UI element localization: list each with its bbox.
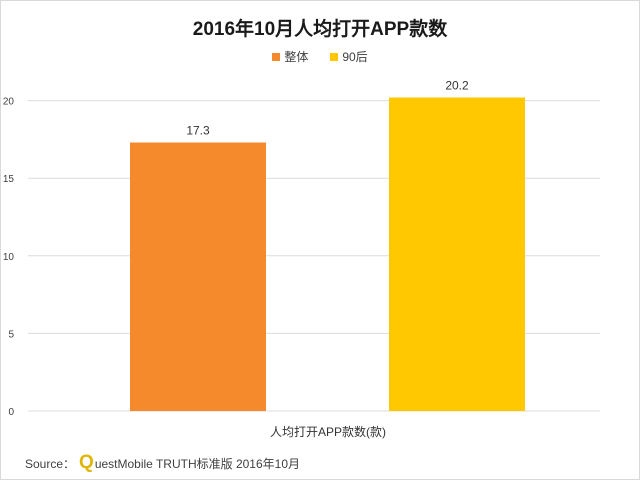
y-tick-label-5: 5 [8,329,14,340]
y-tick-label-15: 15 [3,174,15,185]
bar-overall [130,142,266,411]
legend-label-overall: 整体 [284,50,309,64]
data-label-post90s: 20.2 [445,78,469,92]
y-tick-label-0: 0 [8,407,14,418]
chart-title: 2016年10月人均打开APP款数 [192,19,448,40]
legend: 整体 90后 [0,48,640,65]
source-note: Source： Q uestMobile TRUTH标准版 2016年10月 [25,452,300,473]
y-tick-label-20: 20 [3,97,15,108]
questmobile-logo-q: Q [79,452,94,473]
legend-swatch-overall [272,52,281,61]
bar-post90s [389,97,525,411]
legend-swatch-post90s [330,52,339,61]
y-tick-label-10: 10 [3,252,15,263]
legend-item-post90s: 90后 [330,48,368,65]
x-category-label: 人均打开APP款数(款) [270,424,386,439]
legend-item-overall: 整体 [272,48,308,65]
source-prefix: Source： [25,457,76,471]
source-text: uestMobile TRUTH标准版 2016年10月 [94,457,300,471]
data-label-overall: 17.3 [186,124,210,138]
legend-label-post90s: 90后 [342,50,368,64]
